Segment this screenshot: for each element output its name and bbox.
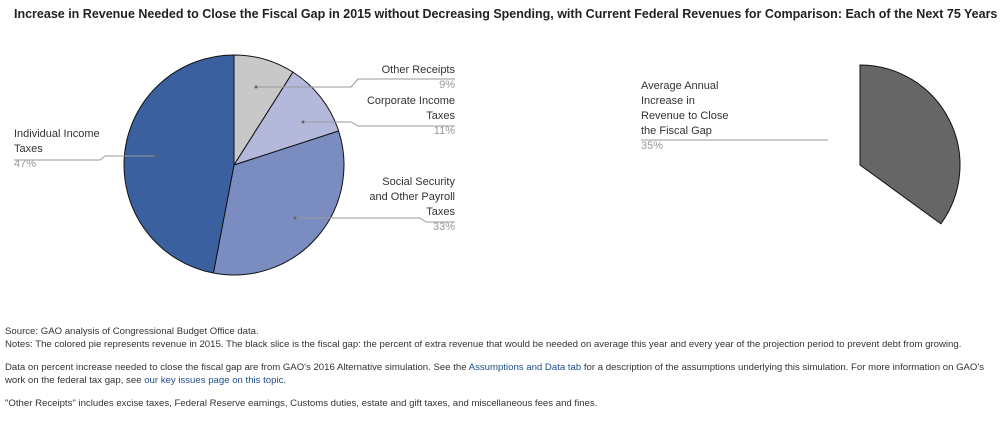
label-corporate-line2: Taxes: [426, 110, 455, 122]
label-corporate: Corporate Income Taxes 11%: [355, 94, 455, 139]
leader-dot-corporate: [301, 120, 305, 124]
label-fiscal-pct: 35%: [641, 140, 664, 152]
leader-corporate: [303, 121, 455, 127]
chart-title: Increase in Revenue Needed to Close the …: [14, 7, 998, 21]
fiscal-gap-pie: [859, 64, 961, 225]
label-individual-line2: Taxes: [14, 143, 43, 155]
leader-dot-other: [254, 85, 258, 89]
data-note: Data on percent increase needed to close…: [5, 362, 997, 387]
pie-slice-corporate-income-taxes[interactable]: [232, 71, 340, 166]
label-fiscal-line4: the Fiscal Gap: [641, 125, 712, 137]
leader-individual: [14, 155, 155, 161]
label-other-receipts-name: Other Receipts: [381, 64, 455, 76]
source-note: Source: GAO analysis of Congressional Bu…: [5, 326, 259, 337]
label-fiscal-gap: Average Annual Increase in Revenue to Cl…: [641, 79, 751, 154]
label-social-line1: Social Security: [382, 176, 455, 188]
pie-slice-average-annual-increase-in-revenue-to-close-the-fiscal-gap[interactable]: [859, 64, 961, 225]
leader-dot-individual: [153, 154, 157, 158]
label-fiscal-line3: Revenue to Close: [641, 110, 729, 122]
label-individual: Individual Income Taxes 47%: [14, 127, 124, 172]
label-social-line2: and Other Payroll: [369, 191, 455, 203]
revenue-pie: [123, 54, 345, 276]
other-receipts-note: "Other Receipts" includes excise taxes, …: [5, 398, 598, 409]
label-fiscal-line1: Average Annual: [641, 80, 719, 92]
label-social-line3: Taxes: [426, 206, 455, 218]
leader-other-receipts: [256, 78, 455, 88]
notes-text: Notes: The colored pie represents revenu…: [5, 338, 962, 350]
leader-dot-social: [293, 216, 297, 220]
label-corporate-line1: Corporate Income: [366, 95, 455, 107]
pie-slice-social-security-and-other-payroll-taxes[interactable]: [212, 130, 345, 276]
chart-notes: Source: GAO analysis of Congressional Bu…: [5, 326, 997, 411]
label-social-pct: 33%: [432, 221, 455, 233]
label-other-receipts-pct: 9%: [439, 79, 455, 91]
chart-canvas: [14, 54, 961, 276]
data-note-end: .: [283, 374, 287, 386]
label-fiscal-line2: Increase in: [641, 95, 695, 107]
assumptions-data-link[interactable]: Assumptions and Data tab: [468, 362, 582, 373]
label-individual-line1: Individual Income: [14, 128, 100, 140]
label-corporate-pct: 11%: [433, 125, 455, 137]
label-individual-pct: 47%: [14, 158, 37, 170]
pie-slice-individual-income-taxes[interactable]: [123, 54, 235, 274]
label-other-receipts: Other Receipts 9%: [355, 63, 455, 93]
leader-lines: [14, 78, 828, 223]
leader-social-security: [295, 217, 455, 223]
data-note-mid: for a description of the assumptions und…: [5, 362, 985, 386]
label-social-security: Social Security and Other Payroll Taxes …: [355, 175, 455, 235]
key-issues-link[interactable]: our key issues page on this topic: [144, 374, 284, 386]
data-note-pre: Data on percent increase needed to close…: [5, 362, 469, 373]
leader-dots: [153, 85, 305, 220]
